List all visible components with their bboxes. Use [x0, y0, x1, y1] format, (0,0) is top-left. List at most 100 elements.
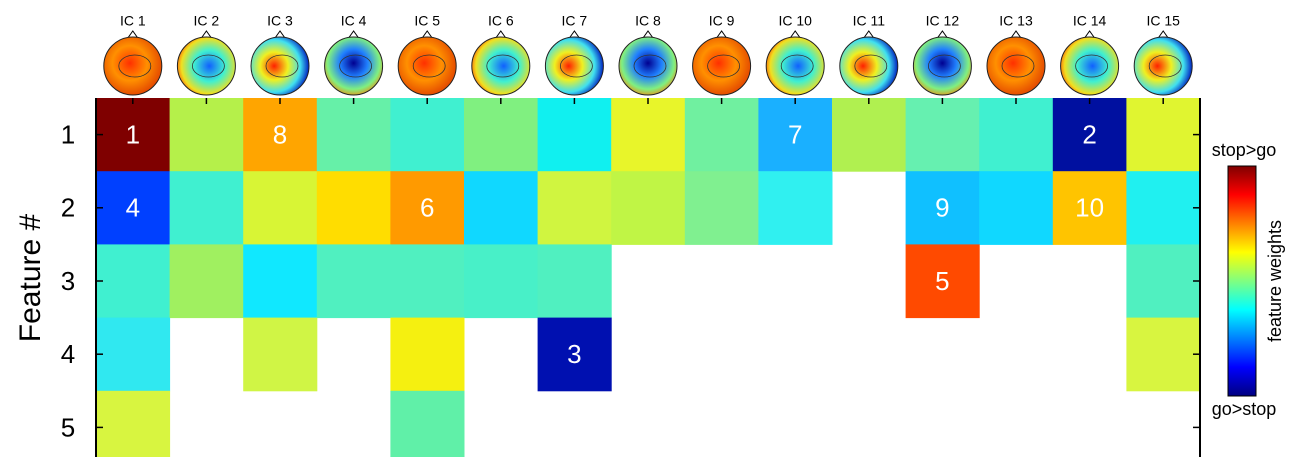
- heatmap-cell: [390, 317, 465, 392]
- column-label: IC 4: [341, 13, 367, 29]
- heatmap-cell: [537, 98, 612, 172]
- heatmap-cell: [96, 171, 171, 245]
- topomap: [176, 36, 236, 96]
- heatmap-cell: [464, 98, 539, 172]
- cell-rank-label: 3: [567, 339, 581, 369]
- heatmap-cell: [243, 244, 318, 319]
- topomap-contour: [854, 54, 888, 78]
- heatmap-cell: [243, 317, 318, 392]
- topomap-nose: [274, 30, 286, 39]
- heatmap-cell: [684, 171, 759, 245]
- topomap: [692, 36, 752, 96]
- topomap-contour: [1075, 54, 1108, 78]
- topomap-nose: [495, 30, 507, 39]
- topomap-contour: [339, 54, 373, 78]
- heatmap-cell: [611, 171, 686, 245]
- cell-rank-label: 2: [1082, 119, 1096, 149]
- heatmap-cell: [905, 171, 980, 245]
- topomap: [250, 36, 310, 96]
- heatmap-cell: [684, 98, 759, 172]
- heatmap-cell: [96, 98, 171, 172]
- topomap: [324, 36, 384, 96]
- heatmap-cell: [905, 98, 980, 172]
- heatmap-cell: [464, 244, 539, 319]
- heatmap-cell: [1126, 244, 1201, 319]
- heatmap-cell: [979, 171, 1054, 245]
- topomap-contour: [707, 54, 740, 78]
- topomap-contour: [560, 54, 593, 78]
- y-axis-label: Feature #: [14, 213, 47, 342]
- heatmap-cell: [905, 244, 980, 319]
- topomap: [103, 36, 163, 96]
- cell-rank-label: 1: [126, 119, 140, 149]
- heatmap-cell: [243, 171, 318, 245]
- topomap-contour: [1001, 54, 1035, 78]
- column-label: IC 12: [926, 13, 960, 29]
- column-label: IC 8: [635, 13, 661, 29]
- y-tick-label: 3: [61, 266, 75, 296]
- heatmap-cell: [1052, 98, 1127, 172]
- y-tick-label: 2: [61, 193, 75, 223]
- column-label: IC 2: [194, 13, 220, 29]
- topomap: [986, 36, 1046, 96]
- heatmap-cell: [96, 390, 171, 457]
- topomap-nose: [1157, 30, 1169, 39]
- topomap-contour: [412, 54, 446, 78]
- cell-rank-label: 5: [935, 266, 949, 296]
- column-label: IC 10: [778, 13, 812, 29]
- topomap-nose: [863, 30, 875, 39]
- topomap: [765, 36, 825, 96]
- heatmap-cell: [390, 390, 465, 457]
- y-tick-label: 5: [61, 412, 75, 442]
- column-label: IC 6: [488, 13, 514, 29]
- topomap: [618, 36, 678, 96]
- topomap-nose: [642, 30, 654, 39]
- topomap-nose: [789, 30, 801, 39]
- topomap-nose: [348, 30, 360, 39]
- heatmap-cell: [316, 171, 391, 245]
- topomap-nose: [200, 30, 212, 39]
- heatmap-cell: [390, 171, 465, 245]
- topomap: [1060, 36, 1120, 96]
- heatmap-cell: [758, 171, 833, 245]
- y-tick-label: 4: [61, 339, 75, 369]
- topomap: [839, 36, 899, 96]
- heatmap-cell: [832, 98, 907, 172]
- topomap-nose: [1084, 30, 1096, 39]
- colorbar-label: feature weights: [1265, 220, 1285, 342]
- cell-rank-label: 10: [1075, 193, 1104, 223]
- cell-rank-label: 7: [788, 119, 802, 149]
- column-label: IC 15: [1146, 13, 1180, 29]
- cell-rank-label: 8: [273, 119, 287, 149]
- heatmap-cell: [169, 244, 244, 319]
- topomap-nose: [568, 30, 580, 39]
- heatmap-cell: [316, 98, 391, 172]
- cell-rank-label: 9: [935, 193, 949, 223]
- column-label: IC 5: [414, 13, 440, 29]
- cell-rank-label: 6: [420, 193, 434, 223]
- topomap: [544, 36, 604, 96]
- topomap-contour: [191, 54, 225, 78]
- heatmap-cell: [464, 171, 539, 245]
- y-tick-label: 1: [61, 119, 75, 149]
- topomap-contour: [1148, 54, 1182, 78]
- heatmap-cell: [758, 98, 833, 172]
- heatmap-cell: [611, 98, 686, 172]
- topomap-contour: [486, 54, 520, 78]
- column-label: IC 13: [999, 13, 1033, 29]
- colorbar-top-label: stop>go: [1212, 140, 1277, 160]
- heatmap-cell: [537, 171, 612, 245]
- topomap-contour: [265, 54, 299, 78]
- heatmap-cell: [96, 244, 171, 319]
- topomap-nose: [1010, 30, 1022, 39]
- topomap-nose: [421, 30, 433, 39]
- column-label: IC 7: [562, 13, 588, 29]
- heatmap-cell: [390, 98, 465, 172]
- topomap-contour: [118, 54, 152, 78]
- column-label: IC 1: [120, 13, 146, 29]
- heatmap-cell: [537, 317, 612, 392]
- topomap-contour: [633, 54, 667, 78]
- topomap: [397, 36, 457, 96]
- heatmap-cell: [1052, 171, 1127, 245]
